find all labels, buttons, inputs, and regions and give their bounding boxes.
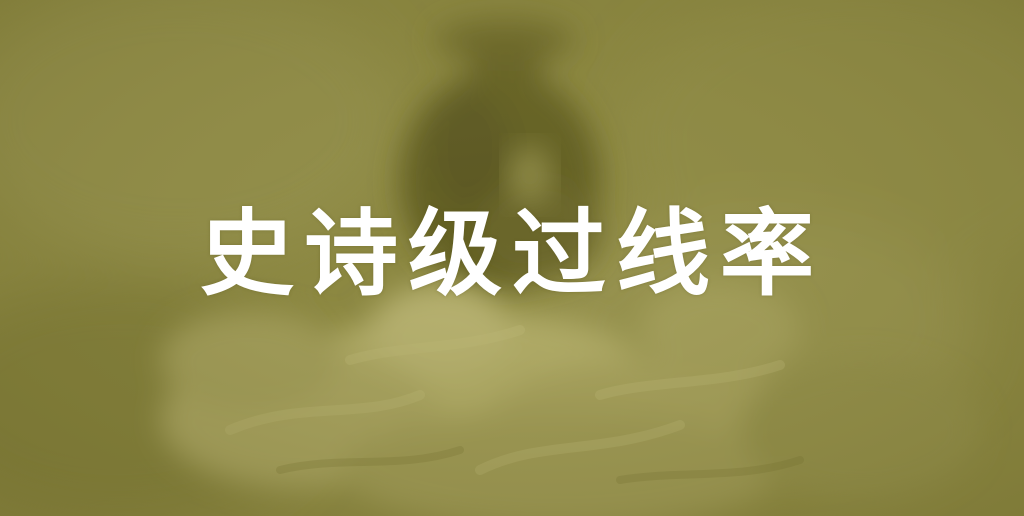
banner-title: 史诗级过线率 bbox=[199, 200, 824, 309]
